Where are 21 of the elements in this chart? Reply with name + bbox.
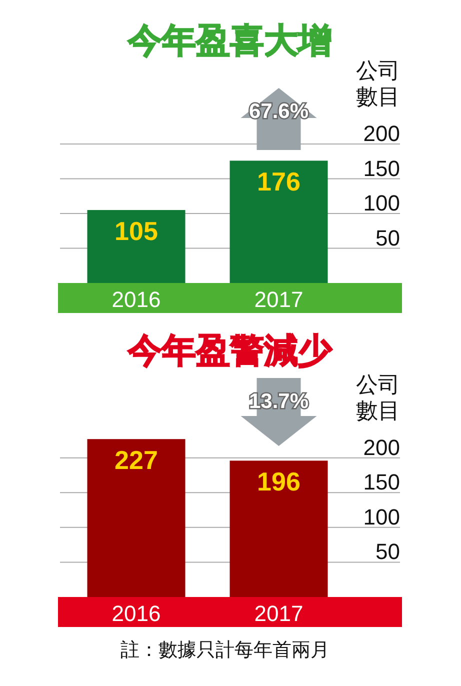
data-label: 196 [257,466,300,497]
chart-title: 今年盈喜大增 [127,22,332,60]
data-label: 105 [114,216,158,246]
x-tick-label: 2016 [112,287,161,312]
y-axis-title: 公司數目 [356,372,400,423]
y-tick-label: 150 [363,470,400,495]
data-label: 227 [114,445,158,476]
x-tick-label: 2017 [254,287,304,312]
text: 註：數據只計每年首兩月 [120,639,330,661]
y-tick-label: 200 [363,434,400,460]
y-tick-label: 100 [363,190,400,216]
x-tick-label: 2017 [254,601,304,626]
y-tick-label: 50 [376,225,400,250]
y-tick-label: 100 [363,504,400,530]
y-tick-label: 150 [363,156,400,181]
y-axis-title: 公司數目 [356,58,400,109]
x-tick-label: 2016 [112,601,161,626]
chart-title: 今年盈警減少 [127,332,333,370]
data-label: 176 [257,166,300,197]
y-tick-label: 50 [376,539,400,564]
y-tick-label: 200 [363,121,400,146]
